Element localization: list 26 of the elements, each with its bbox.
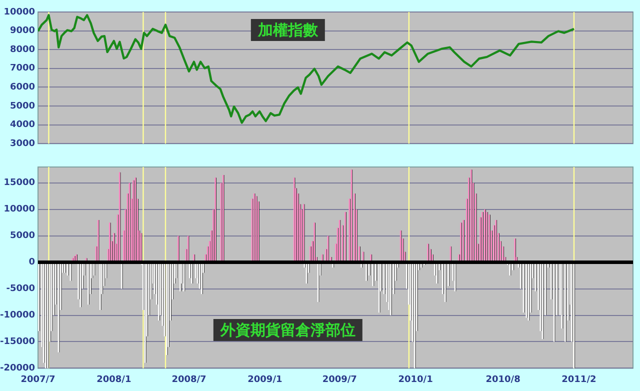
y-tick-label: 10000 [4,7,35,18]
y-tick-label: 9000 [10,26,35,36]
x-tick-label: 2007/7 [20,374,56,385]
x-tick-label: 2010/1 [398,374,433,385]
y-tick-label: 5000 [10,231,35,242]
annotation: 外資期貨留倉淨部位 [219,320,356,339]
x-tick-label: 2009/1 [248,374,282,385]
x-tick-label: 2009/7 [322,374,357,385]
x-tick-label: 2010/8 [486,374,520,385]
y-tick-label: -10000 [0,310,35,321]
y-tick-label: -15000 [0,337,35,348]
y-tick-label: 4000 [10,120,35,130]
annotation: 加權指數 [256,20,319,39]
y-tick-label: 15000 [4,178,35,188]
x-tick-label: 2008/1 [96,374,132,385]
y-tick-label: 6000 [10,82,35,93]
y-tick-label: -20000 [0,364,35,374]
x-tick-label: 2008/7 [172,374,206,385]
x-tick-label: 2011/2 [562,374,596,385]
y-tick-label: -5000 [6,284,35,294]
y-tick-label: 8000 [10,44,35,55]
y-tick-label: 0 [28,258,35,268]
y-tick-label: 5000 [10,101,35,112]
y-tick-label: 7000 [10,64,35,74]
y-tick-label: 3000 [10,138,35,149]
y-tick-label: 10000 [4,204,35,215]
